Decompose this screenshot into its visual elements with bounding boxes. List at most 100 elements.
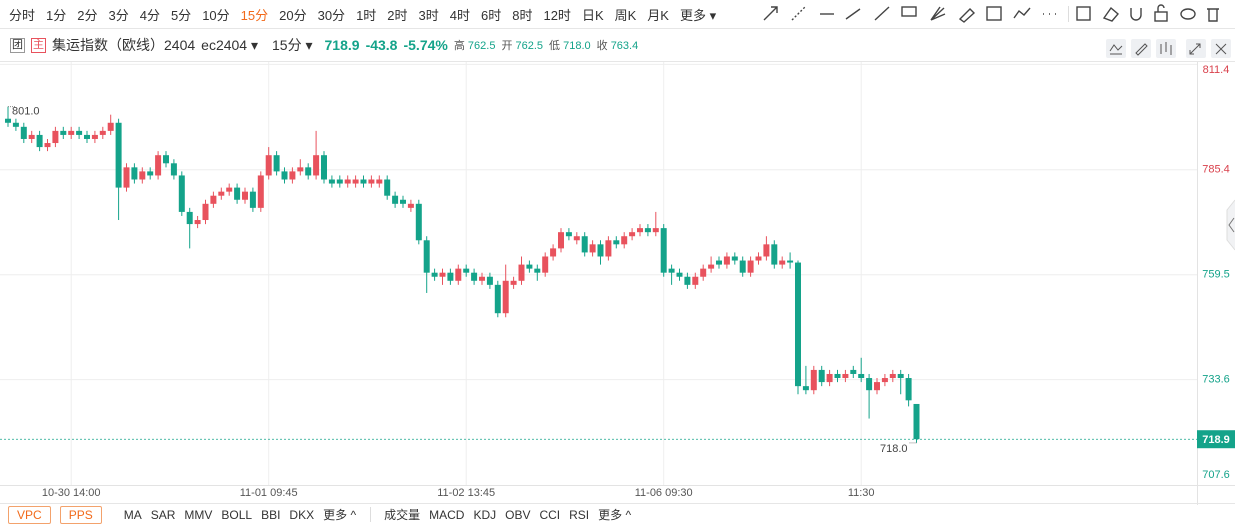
stat: 收 763.4 [597, 37, 639, 53]
candle-body [384, 179, 391, 196]
candle-body [360, 179, 367, 184]
candle-body [28, 134, 35, 139]
badge[interactable]: 主 [31, 37, 46, 53]
candle-body [328, 179, 335, 184]
sub-indicator[interactable]: RSI [569, 507, 590, 522]
candle-body [502, 280, 509, 314]
window-controls[interactable] [1106, 39, 1235, 251]
stat-value: 762.5 [467, 40, 496, 52]
period-tab[interactable]: 15分 [240, 7, 269, 23]
candle-body [605, 240, 612, 257]
indicator-button[interactable]: VPC [8, 505, 51, 524]
sub-indicator[interactable]: 成交量 [384, 508, 421, 522]
period-tab[interactable]: 2时 [387, 7, 408, 23]
y-tick-label: 811.4 [1203, 64, 1230, 76]
stat-label: 收 [596, 40, 608, 52]
period-tab[interactable]: 12时 [543, 7, 571, 23]
period-tab[interactable]: 1分 [46, 7, 67, 23]
candle-body [739, 260, 746, 273]
main-indicator[interactable]: BOLL [221, 507, 253, 522]
candle-body [415, 203, 422, 241]
candle-body [716, 260, 722, 265]
candle-body [400, 199, 406, 204]
candle-body [281, 171, 288, 180]
candle-body [660, 228, 667, 273]
period-tab[interactable]: 4时 [449, 7, 470, 23]
candle-body [676, 272, 683, 277]
more-menu[interactable]: 更多 ▾ [679, 7, 717, 23]
x-tick-label: 11-01 09:45 [240, 487, 298, 499]
period-tab[interactable]: 日K [581, 7, 604, 23]
candle-body [91, 134, 98, 139]
indicator-button[interactable]: PPS [59, 505, 102, 524]
price-change: -43.8 [365, 37, 398, 53]
candle-body [455, 268, 462, 281]
main-indicator[interactable]: BBI [261, 507, 281, 522]
candle-body [242, 191, 248, 200]
period-tab[interactable]: 20分 [279, 7, 307, 23]
candle-body [597, 244, 604, 257]
sub-indicator[interactable]: CCI [539, 507, 561, 522]
candle-body [510, 280, 517, 285]
candle-body [858, 373, 865, 379]
period-tab[interactable]: 1时 [356, 7, 377, 23]
candle-body [755, 256, 762, 261]
candle-body [629, 232, 636, 237]
candle-body [913, 403, 920, 440]
period-tab[interactable]: 周K [614, 7, 637, 23]
sub-indicator[interactable]: 更多 ^ [598, 508, 632, 522]
candle-body [226, 187, 233, 192]
stat-label: 高 [453, 40, 465, 52]
candle-body [407, 203, 414, 208]
period-tab[interactable]: 10分 [202, 7, 230, 23]
instrument-title: 集运指数（欧线）2404 [52, 37, 196, 53]
main-indicator[interactable]: 更多 ^ [323, 508, 357, 522]
symbol-header: 团主集运指数（欧线）2404 ec2404 ▾ 15分 ▾ 718.9 -43.8 -5.… [0, 33, 638, 57]
sub-indicator[interactable]: KDJ [473, 507, 497, 522]
period-tab[interactable]: 3时 [418, 7, 439, 23]
period-tab[interactable]: 4分 [139, 7, 160, 23]
candle-body [313, 155, 320, 176]
candle-body [155, 155, 162, 176]
period-tab[interactable]: 5分 [170, 7, 192, 23]
period-tab[interactable]: 8时 [512, 7, 533, 23]
candle-body [747, 260, 754, 273]
drawing-tools[interactable] [763, 4, 1219, 23]
y-tick-label: 759.5 [1202, 269, 1230, 281]
candle-body [897, 373, 904, 379]
period-tab[interactable]: 2分 [77, 7, 98, 23]
period-tab[interactable]: 30分 [317, 7, 346, 23]
period-tab[interactable]: 3分 [108, 7, 129, 23]
period-tab[interactable]: 月K [647, 7, 669, 23]
candle-body [905, 378, 912, 401]
candle-body [431, 272, 438, 277]
sub-indicator[interactable]: MACD [429, 507, 465, 522]
main-indicator[interactable]: SAR [150, 507, 176, 522]
candle-body [471, 272, 478, 281]
candle-body [68, 130, 75, 135]
candle-body [771, 244, 778, 265]
badge[interactable]: 团 [10, 37, 25, 53]
candle-body [249, 191, 256, 208]
period-tab[interactable]: 分时 [9, 7, 36, 23]
main-indicator[interactable]: DKX [289, 507, 315, 522]
x-tick-label: 11-02 13:45 [437, 487, 495, 499]
candle-body [297, 167, 304, 172]
main-indicator[interactable]: MMV [184, 507, 213, 522]
candle-body [336, 179, 343, 184]
symbol-select[interactable]: ec2404 ▾ [201, 36, 259, 53]
period-tab[interactable]: 6时 [481, 7, 502, 23]
candle-body [178, 175, 185, 212]
candle-body [439, 272, 446, 277]
candle-body [486, 276, 493, 285]
candle-body [463, 268, 470, 273]
candle-body [202, 203, 209, 221]
main-indicator[interactable]: MA [123, 507, 142, 522]
candle-body [76, 130, 83, 135]
period-select[interactable]: 15分 ▾ [272, 37, 313, 53]
candle-body [787, 260, 794, 263]
indicator-bar: VPC PPS MA SAR MMV BOLL BBI DKX 更多 ^ 成交量 MACD KDJ OB… [0, 505, 631, 524]
candle-body [708, 264, 715, 269]
sub-indicator[interactable]: OBV [505, 507, 531, 522]
